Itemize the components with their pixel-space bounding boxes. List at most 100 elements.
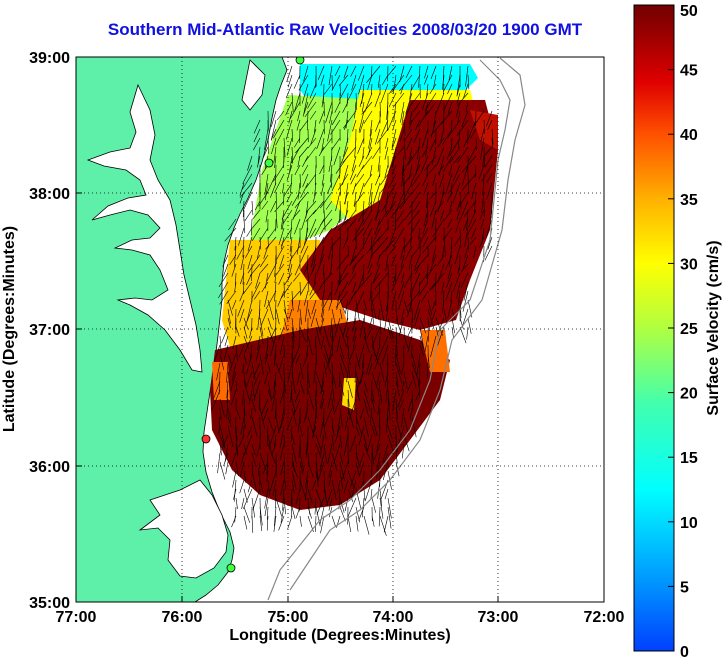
velocity-arrow	[415, 119, 421, 131]
radar-site-marker	[295, 57, 305, 65]
velocity-arrow	[287, 254, 293, 273]
velocity-arrow	[329, 110, 333, 124]
velocity-arrow	[358, 272, 365, 290]
velocity-arrow	[266, 173, 277, 194]
velocity-arrow	[259, 317, 264, 337]
velocity-arrow	[242, 362, 245, 374]
velocity-arrow	[467, 317, 472, 334]
velocity-arrow	[408, 119, 413, 130]
velocity-arrow	[439, 173, 445, 189]
velocity-arrow	[375, 200, 381, 222]
velocity-arrow	[445, 173, 453, 195]
velocity-arrow	[420, 155, 429, 174]
velocity-arrow	[352, 227, 365, 242]
velocity-arrow	[259, 425, 261, 440]
velocity-arrow	[227, 425, 234, 448]
velocity-arrow	[467, 146, 477, 163]
velocity-arrow	[411, 272, 421, 292]
velocity-arrow	[355, 389, 361, 401]
velocity-arrow	[295, 353, 301, 364]
velocity-arrow	[343, 110, 357, 129]
velocity-arrow	[363, 515, 370, 535]
velocity-arrow	[433, 110, 437, 128]
velocity-arrow	[396, 209, 405, 222]
velocity-arrow	[262, 461, 269, 475]
velocity-arrow	[391, 137, 397, 151]
velocity-arrow	[389, 83, 397, 94]
velocity-arrow	[314, 182, 317, 196]
velocity-arrow	[430, 65, 437, 80]
velocity-arrow	[442, 299, 445, 314]
velocity-arrow	[403, 236, 406, 253]
velocity-arrow	[371, 497, 376, 513]
velocity-arrow	[293, 272, 301, 282]
velocity-arrow	[211, 389, 221, 411]
velocity-arrow	[454, 245, 461, 265]
velocity-arrow	[376, 371, 381, 385]
x-tick-label: 74:00	[373, 609, 414, 626]
velocity-arrow	[299, 119, 309, 132]
velocity-arrow	[231, 389, 237, 406]
velocity-arrow	[278, 515, 285, 531]
velocity-arrow	[371, 515, 375, 527]
velocity-arrow	[329, 344, 333, 360]
velocity-arrow	[253, 119, 261, 134]
velocity-arrow	[410, 164, 421, 184]
velocity-arrow	[369, 164, 373, 177]
velocity-arrow	[404, 245, 413, 261]
velocity-arrow	[219, 407, 222, 420]
velocity-arrow	[326, 488, 333, 506]
velocity-arrow	[337, 263, 349, 284]
velocity-arrow	[304, 101, 317, 118]
velocity-arrow	[334, 218, 341, 231]
velocity-arrow	[346, 218, 357, 230]
velocity-arrow	[457, 263, 461, 274]
velocity-arrow	[287, 362, 293, 383]
velocity-arrow	[275, 488, 277, 508]
velocity-arrow	[315, 470, 319, 487]
colorbar	[633, 4, 675, 652]
velocity-arrow	[314, 497, 317, 515]
velocity-arrow	[265, 344, 269, 360]
velocity-arrow	[254, 380, 261, 399]
velocity-arrow	[347, 497, 357, 518]
velocity-arrow	[459, 317, 464, 330]
velocity-arrow	[243, 434, 253, 456]
velocity-arrow	[399, 65, 405, 83]
velocity-arrow	[424, 155, 437, 171]
velocity-arrow	[447, 218, 453, 229]
velocity-arrow	[291, 191, 301, 206]
velocity-arrow	[450, 236, 453, 250]
velocity-arrow	[323, 272, 325, 293]
velocity-arrow	[267, 479, 270, 496]
velocity-arrow	[223, 452, 229, 467]
velocity-arrow	[421, 92, 429, 111]
velocity-arrow	[239, 308, 245, 323]
velocity-arrow	[437, 137, 445, 148]
velocity-arrow	[439, 209, 445, 222]
velocity-arrow	[403, 371, 408, 389]
velocity-arrow	[331, 380, 335, 402]
colorbar-tick-label: 20	[680, 386, 698, 403]
velocity-arrow	[395, 326, 398, 345]
velocity-arrow	[339, 308, 343, 320]
velocity-arrow	[429, 281, 437, 291]
velocity-arrow	[369, 317, 373, 329]
velocity-arrow	[302, 353, 309, 367]
velocity-arrow	[275, 128, 285, 146]
velocity-arrow	[282, 209, 293, 225]
y-tick-label: 37:00	[29, 322, 70, 339]
colorbar-ticks: 0 5 10 15 20 25 30 35 40 45 50	[668, 3, 698, 659]
velocity-arrow	[349, 470, 357, 488]
velocity-arrow	[339, 353, 348, 373]
velocity-arrow	[339, 344, 344, 359]
velocity-arrow	[384, 164, 389, 178]
velocity-arrow	[458, 128, 461, 148]
velocity-arrow	[362, 209, 373, 226]
velocity-arrow	[321, 299, 325, 318]
velocity-arrow	[241, 173, 253, 190]
velocity-arrow	[314, 218, 325, 237]
velocity-arrow	[359, 461, 365, 476]
velocity-arrow	[368, 128, 373, 149]
velocity-arrow	[340, 146, 349, 165]
